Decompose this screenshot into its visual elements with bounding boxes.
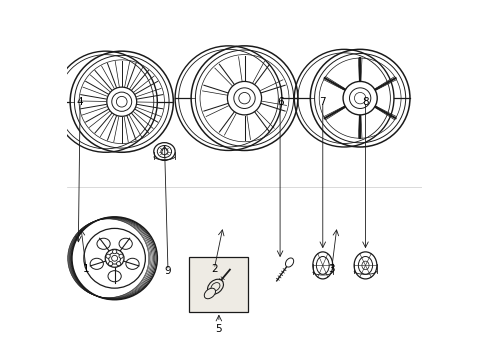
Text: 2: 2 <box>210 264 217 274</box>
Ellipse shape <box>125 258 139 269</box>
Ellipse shape <box>207 279 223 294</box>
Text: 7: 7 <box>319 97 325 107</box>
Ellipse shape <box>90 258 103 269</box>
Ellipse shape <box>204 288 215 299</box>
Text: 4: 4 <box>77 97 83 107</box>
Ellipse shape <box>116 96 127 107</box>
Ellipse shape <box>153 143 175 161</box>
Ellipse shape <box>353 252 376 279</box>
Ellipse shape <box>119 238 132 249</box>
Ellipse shape <box>316 257 328 274</box>
Ellipse shape <box>227 81 261 115</box>
Text: 1: 1 <box>82 264 89 274</box>
Ellipse shape <box>361 261 368 270</box>
Ellipse shape <box>233 88 255 108</box>
Ellipse shape <box>112 92 131 111</box>
Ellipse shape <box>285 258 293 267</box>
Ellipse shape <box>112 249 117 254</box>
Ellipse shape <box>84 228 145 288</box>
Ellipse shape <box>116 262 121 266</box>
Text: 5: 5 <box>215 324 222 334</box>
Ellipse shape <box>358 257 372 274</box>
Ellipse shape <box>343 81 376 115</box>
Ellipse shape <box>105 249 124 267</box>
Ellipse shape <box>354 93 365 104</box>
Ellipse shape <box>312 252 332 279</box>
Ellipse shape <box>157 145 171 158</box>
Ellipse shape <box>108 262 113 266</box>
Ellipse shape <box>97 238 110 249</box>
Ellipse shape <box>108 252 121 264</box>
Ellipse shape <box>106 87 137 116</box>
Ellipse shape <box>111 255 118 261</box>
Ellipse shape <box>119 254 123 258</box>
Text: 6: 6 <box>276 97 283 107</box>
Text: 8: 8 <box>362 97 368 107</box>
Text: 9: 9 <box>164 266 171 276</box>
Ellipse shape <box>211 283 220 291</box>
Ellipse shape <box>238 93 250 104</box>
Text: 3: 3 <box>328 264 334 274</box>
Ellipse shape <box>349 88 370 108</box>
Ellipse shape <box>161 148 168 155</box>
Ellipse shape <box>106 254 110 258</box>
FancyBboxPatch shape <box>189 257 247 312</box>
Ellipse shape <box>108 271 121 282</box>
